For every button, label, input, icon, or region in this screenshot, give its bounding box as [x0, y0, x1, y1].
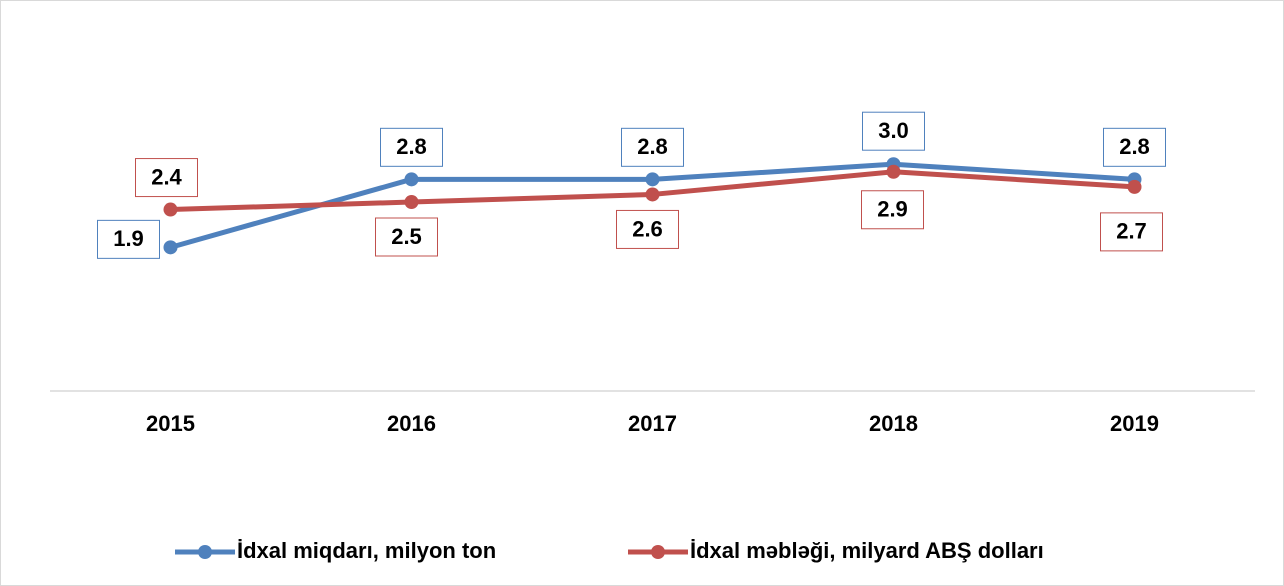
data-label-box: [862, 111, 925, 151]
data-label: 2.4: [151, 164, 182, 189]
data-label: 2.8: [1119, 134, 1150, 159]
data-label: 1.9: [113, 226, 144, 251]
data-label-box: [375, 217, 438, 257]
point-marker: [645, 187, 660, 202]
point-marker: [1127, 179, 1142, 194]
data-label: 2.5: [391, 224, 422, 249]
data-label-box: [861, 190, 924, 230]
data-label-box: [1100, 212, 1163, 252]
data-label: 2.9: [877, 197, 908, 222]
legend-marker: [651, 545, 665, 559]
data-label-box: [380, 127, 443, 167]
data-label-box: [616, 209, 679, 249]
point-marker: [645, 172, 660, 187]
data-label-box: [135, 158, 198, 198]
data-label-box: [1103, 127, 1166, 167]
data-label-box: [97, 219, 160, 259]
point-marker: [163, 202, 178, 217]
point-marker: [404, 195, 419, 209]
x-tick-label: 2016: [387, 411, 436, 436]
data-label: 3.0: [878, 118, 909, 143]
x-tick-label: 2018: [869, 411, 918, 436]
data-label: 2.7: [1116, 219, 1147, 244]
legend-label: İdxal miqdarı, milyon ton: [237, 538, 496, 563]
data-label-box: [621, 127, 684, 167]
point-marker: [163, 240, 178, 255]
data-label: 2.8: [637, 134, 668, 159]
data-label: 2.6: [632, 216, 663, 241]
legend-label: İdxal məbləği, milyard ABŞ dolları: [690, 538, 1044, 563]
point-marker: [886, 164, 901, 179]
x-tick-label: 2017: [628, 411, 677, 436]
point-marker: [404, 172, 419, 187]
x-tick-label: 2019: [1110, 411, 1159, 436]
x-tick-label: 2015: [146, 411, 195, 436]
legend-marker: [198, 545, 212, 559]
data-label: 2.8: [396, 134, 427, 159]
